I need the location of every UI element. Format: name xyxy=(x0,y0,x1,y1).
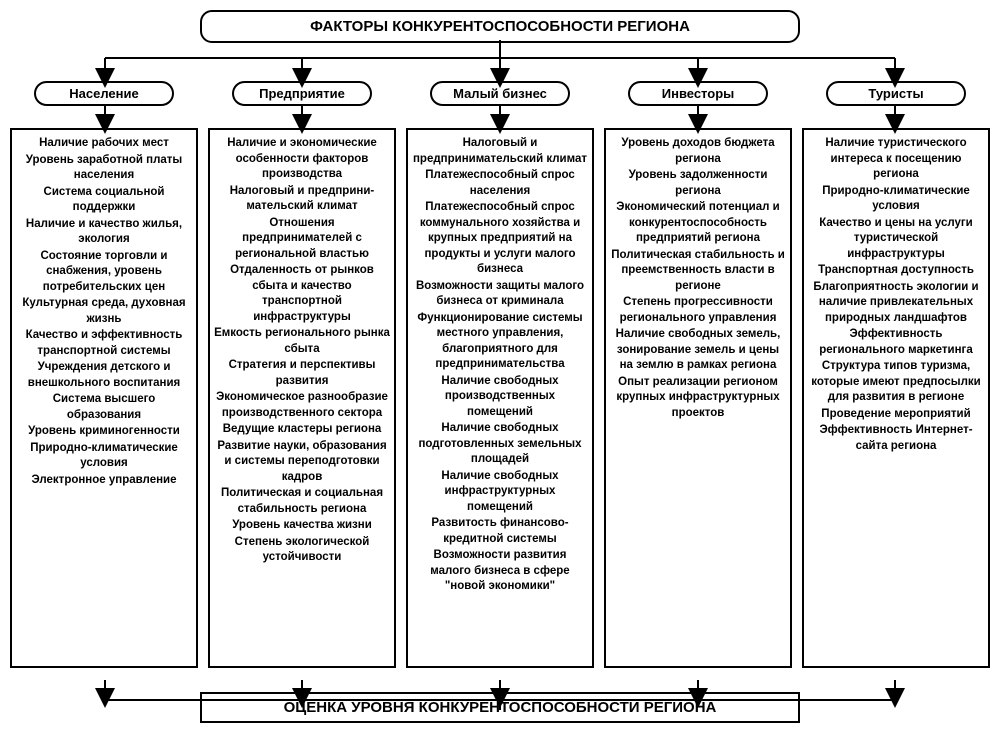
factor-item: Наличие свободных инфраструктурных помещ… xyxy=(412,469,588,516)
factor-item: Наличие свободных производственных помещ… xyxy=(412,374,588,421)
factor-item: Степень прогрессивности регионального уп… xyxy=(610,295,786,326)
factor-item: Уровень задолженности региона xyxy=(610,168,786,199)
factor-item: Учреждения детского и внешкольного воспи… xyxy=(16,360,192,391)
factor-item: Опыт реализации регионом крупных инфраст… xyxy=(610,375,786,422)
factor-item: Природно-климатические условия xyxy=(808,184,984,215)
factor-item: Возможности защиты малого бизнеса от кри… xyxy=(412,279,588,310)
factor-item: Наличие туристического интереса к посеще… xyxy=(808,136,984,183)
category-column: Население Наличие рабочих местУровень зар… xyxy=(10,81,198,668)
factor-item: Транспортная доступность xyxy=(808,263,984,279)
diagram-bottom: ОЦЕНКА УРОВНЯ КОНКУРЕНТОСПОСОБНОСТИ РЕГИ… xyxy=(200,692,800,723)
category-column: Инвесторы Уровень доходов бюджета региона… xyxy=(604,81,792,668)
factor-item: Эффективность регионального маркетинга xyxy=(808,327,984,358)
factor-item: Платежеспособный спрос населения xyxy=(412,168,588,199)
factor-item: Стратегия и перспективы развития xyxy=(214,358,390,389)
factor-item: Система высшего образования xyxy=(16,392,192,423)
factor-item: Состояние торговли и снабжения, уровень … xyxy=(16,249,192,296)
category-label: Предприятие xyxy=(232,81,372,106)
factor-item: Платежеспособный спрос коммунального хоз… xyxy=(412,200,588,278)
factor-item: Эффективность Интернет-сайта региона xyxy=(808,423,984,454)
factor-item: Электронное управление xyxy=(16,473,192,489)
factor-item: Степень экологической устойчивости xyxy=(214,535,390,566)
factor-item: Налоговый и предпринимательский климат xyxy=(412,136,588,167)
factor-item: Отдаленность от рынков сбыта и качество … xyxy=(214,263,390,325)
category-label: Население xyxy=(34,81,174,106)
category-label: Инвесторы xyxy=(628,81,768,106)
diagram-title: ФАКТОРЫ КОНКУРЕНТОСПОСОБНОСТИ РЕГИОНА xyxy=(200,10,800,43)
factor-item: Природно-климатические условия xyxy=(16,441,192,472)
factor-item: Наличие рабочих мест xyxy=(16,136,192,152)
factor-item: Уровень доходов бюджета региона xyxy=(610,136,786,167)
factor-item: Ведущие кластеры региона xyxy=(214,422,390,438)
factor-item: Качество и цены на услуги туристической … xyxy=(808,216,984,263)
factor-item: Система социальной поддержки xyxy=(16,185,192,216)
factor-item: Налоговый и предприни­мательский климат xyxy=(214,184,390,215)
factor-item: Культурная среда, духовная жизнь xyxy=(16,296,192,327)
category-column: Туристы Наличие туристического интереса к… xyxy=(802,81,990,668)
factors-box: Наличие рабочих местУровень заработной п… xyxy=(10,128,198,668)
factor-item: Наличие свободных земель, зонирование зе… xyxy=(610,327,786,374)
factor-item: Отношения предпринимателей с регионально… xyxy=(214,216,390,263)
factor-item: Политическая стабильность и преемственно… xyxy=(610,248,786,295)
factor-item: Наличие свободных подготовленных земельн… xyxy=(412,421,588,468)
factor-item: Уровень криминогенности xyxy=(16,424,192,440)
factor-item: Проведение мероприятий xyxy=(808,407,984,423)
factor-item: Структура типов туризма, которые имеют п… xyxy=(808,359,984,406)
factor-item: Благоприятность экологии и наличие привл… xyxy=(808,280,984,327)
factors-box: Налоговый и предпринимательский климатПл… xyxy=(406,128,594,668)
factor-item: Экономическое разнообразие производствен… xyxy=(214,390,390,421)
category-column: Предприятие Наличие и экономические особе… xyxy=(208,81,396,668)
factor-item: Уровень заработной платы населения xyxy=(16,153,192,184)
factor-item: Экономический потенциал и конкурентоспос… xyxy=(610,200,786,247)
category-label: Туристы xyxy=(826,81,966,106)
category-column: Малый бизнес Налоговый и предпринимательс… xyxy=(406,81,594,668)
factor-item: Емкость регионального рынка сбыта xyxy=(214,326,390,357)
factor-item: Политическая и социальная стабильность р… xyxy=(214,486,390,517)
factor-item: Наличие и экономические особенности факт… xyxy=(214,136,390,183)
category-label: Малый бизнес xyxy=(430,81,570,106)
factors-box: Наличие туристического интереса к посеще… xyxy=(802,128,990,668)
factor-item: Развитость финансово-кредитной системы xyxy=(412,516,588,547)
factor-item: Функционирование системы местного управл… xyxy=(412,311,588,373)
columns-row: Население Наличие рабочих местУровень зар… xyxy=(8,81,992,668)
factor-item: Возможности развития малого бизнеса в сф… xyxy=(412,548,588,595)
factor-item: Наличие и качество жилья, экология xyxy=(16,217,192,248)
factor-item: Развитие науки, образования и системы пе… xyxy=(214,439,390,486)
factors-box: Наличие и экономические особенности факт… xyxy=(208,128,396,668)
factors-box: Уровень доходов бюджета регионаУровень з… xyxy=(604,128,792,668)
factor-item: Качество и эффективность транспортной си… xyxy=(16,328,192,359)
factor-item: Уровень качества жизни xyxy=(214,518,390,534)
